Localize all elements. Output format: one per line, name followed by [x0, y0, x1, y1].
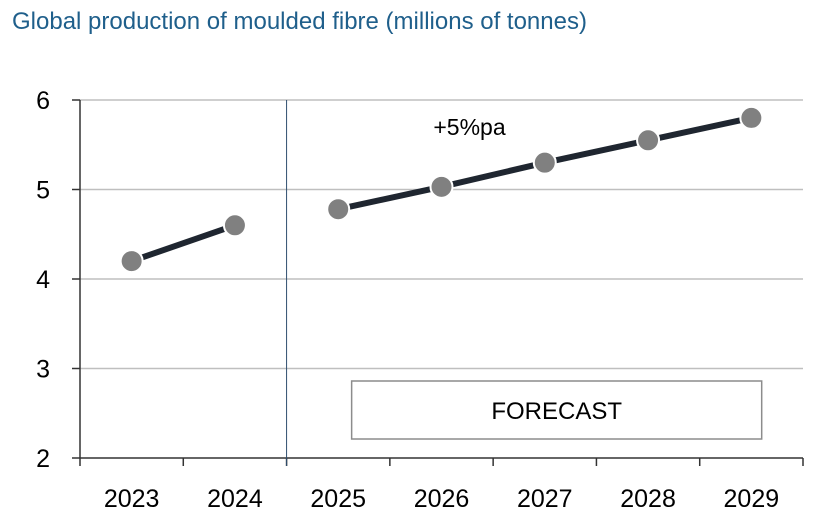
forecast-label: FORECAST [491, 398, 622, 425]
growth-rate-label: +5%pa [433, 114, 505, 140]
series-line-actual [128, 222, 238, 265]
data-point [636, 128, 661, 153]
y-tick-label: 4 [36, 266, 50, 294]
x-tick-label: 2027 [517, 485, 573, 513]
data-point [739, 105, 764, 130]
x-tick-label: 2028 [620, 485, 676, 513]
forecast-box [350, 380, 763, 440]
x-tick-label: 2024 [207, 485, 263, 513]
annotations: +5%pa FORECAST [350, 114, 763, 440]
data-point [326, 197, 351, 222]
data-point [429, 174, 454, 199]
gridlines [80, 99, 803, 370]
data-point [532, 150, 557, 175]
data-point [222, 213, 247, 238]
series-markers [119, 105, 764, 274]
x-tick-label: 2029 [724, 485, 780, 513]
y-tick-label: 6 [36, 87, 50, 115]
x-tick-label: 2025 [310, 485, 366, 513]
y-tick-label: 5 [36, 177, 50, 205]
y-tick-label: 3 [36, 356, 50, 384]
y-tick-label: 2 [36, 445, 50, 473]
chart-title: Global production of moulded fibre (mill… [12, 8, 587, 35]
data-point [119, 249, 144, 274]
axes [72, 99, 804, 466]
x-tick-labels: 2023 2024 2025 2026 2027 2028 2029 [104, 485, 779, 513]
x-tick-label: 2023 [104, 485, 160, 513]
x-tick-label: 2026 [414, 485, 470, 513]
y-tick-labels: 2 3 4 5 6 [36, 87, 50, 473]
